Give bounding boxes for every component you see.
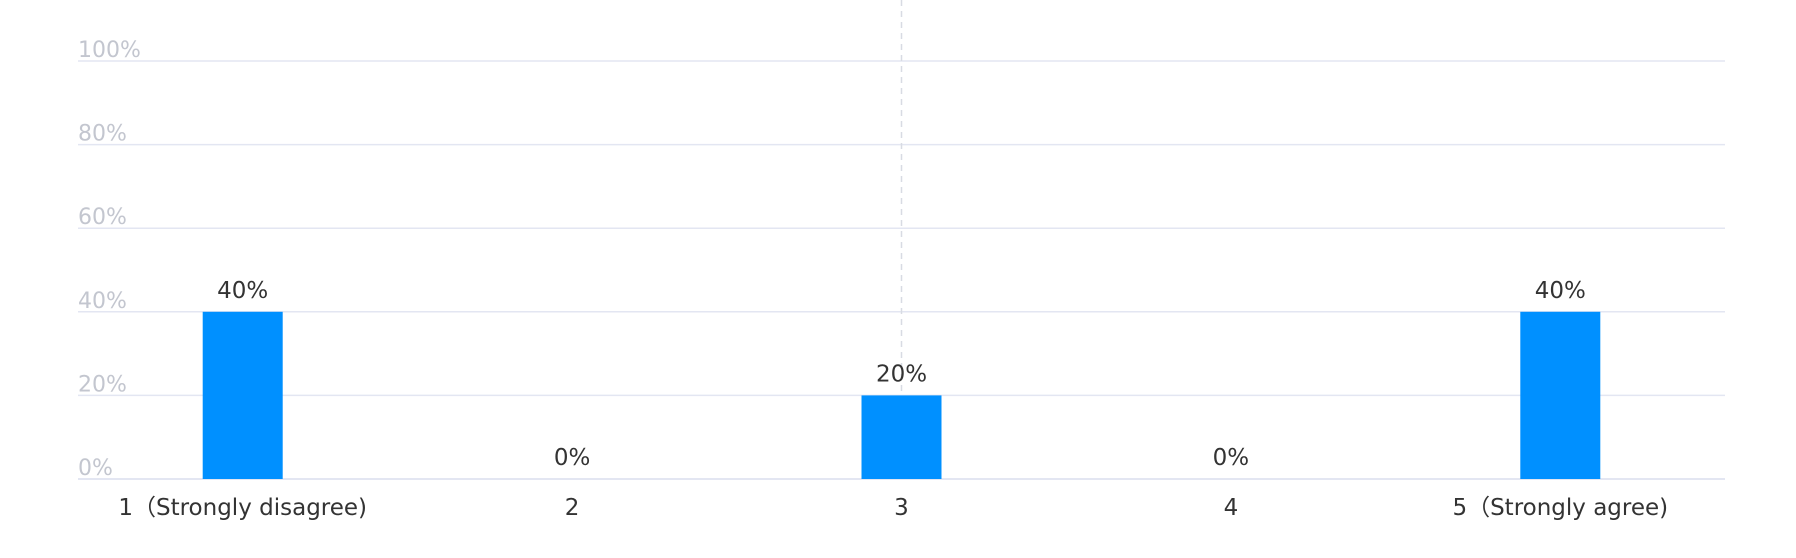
y-axis-labels: 0% 20% 40% 60% 80% 100% <box>78 38 141 481</box>
bar[interactable] <box>861 395 942 479</box>
bars <box>202 311 1601 479</box>
bar-value-label: 20% <box>876 361 927 387</box>
x-tick-label: 2 <box>565 495 580 521</box>
bar[interactable] <box>202 311 283 479</box>
x-axis-labels: 1（Strongly disagree) 2 3 4 5（Strongly agree) <box>118 495 1668 521</box>
x-tick-label: 1（Strongly disagree) <box>118 495 367 521</box>
x-tick-label: 5（Strongly agree) <box>1452 495 1668 521</box>
bar-value-label: 40% <box>1535 278 1586 304</box>
data-labels: 40% 0% 20% 0% 40% <box>217 278 1586 471</box>
y-tick-label: 40% <box>78 289 127 314</box>
y-tick-label: 80% <box>78 122 127 147</box>
y-tick-label: 20% <box>78 372 127 397</box>
bar[interactable] <box>1520 311 1601 479</box>
bar-value-label: 40% <box>217 278 268 304</box>
bar-value-label: 0% <box>1213 445 1250 471</box>
y-tick-label: 0% <box>78 456 113 481</box>
y-tick-label: 60% <box>78 205 127 230</box>
x-tick-label: 3 <box>894 495 909 521</box>
bar-value-label: 0% <box>554 445 591 471</box>
x-tick-label: 4 <box>1224 495 1239 521</box>
y-tick-label: 100% <box>78 38 141 63</box>
